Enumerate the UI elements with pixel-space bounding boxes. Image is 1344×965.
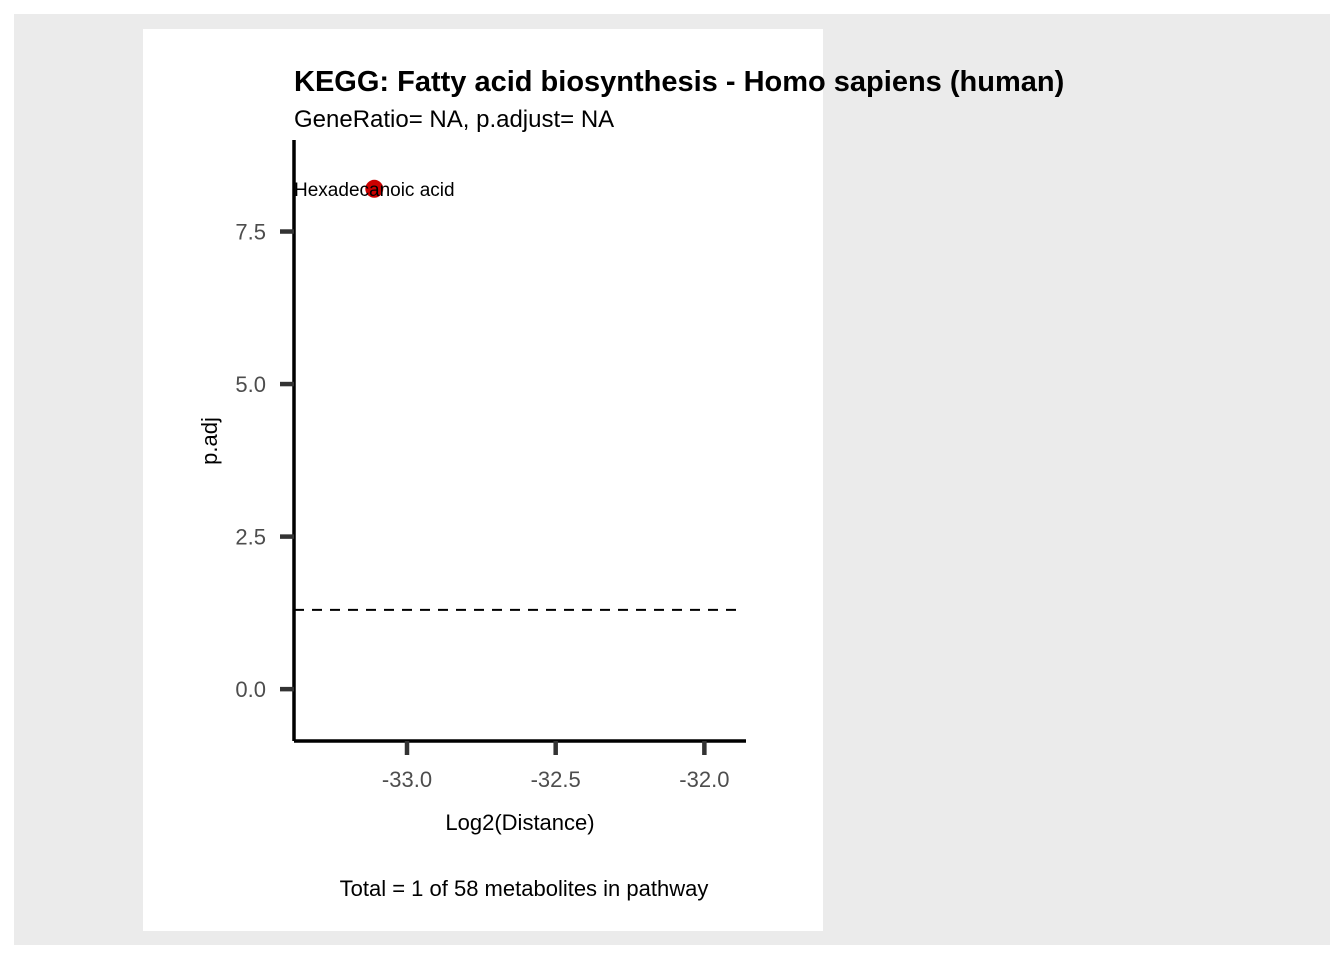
data-point [365,179,384,198]
point-label: Hexadecanoic acid [294,180,455,201]
y-tick-label: 5.0 [235,372,266,397]
x-tick-label: -33.0 [382,767,432,792]
chart-title: KEGG: Fatty acid biosynthesis - Homo sap… [294,66,1064,98]
y-tick-label: 2.5 [235,525,266,550]
y-tick-label: 0.0 [235,677,266,702]
x-tick-label: -32.5 [531,767,581,792]
x-tick-label: -32.0 [679,767,729,792]
x-axis-title: Log2(Distance) [445,810,594,835]
y-tick-label: 7.5 [235,220,266,245]
y-axis-title: p.adj [197,417,222,465]
caption: Total = 1 of 58 metabolites in pathway [340,876,709,901]
plot-area: 0.0 2.5 5.0 7.5 -33.0 -32.5 -32.0 Hexadecanoic … [235,140,746,792]
chart-subtitle: GeneRatio= NA, p.adjust= NA [294,106,614,133]
panel-background [143,29,823,931]
